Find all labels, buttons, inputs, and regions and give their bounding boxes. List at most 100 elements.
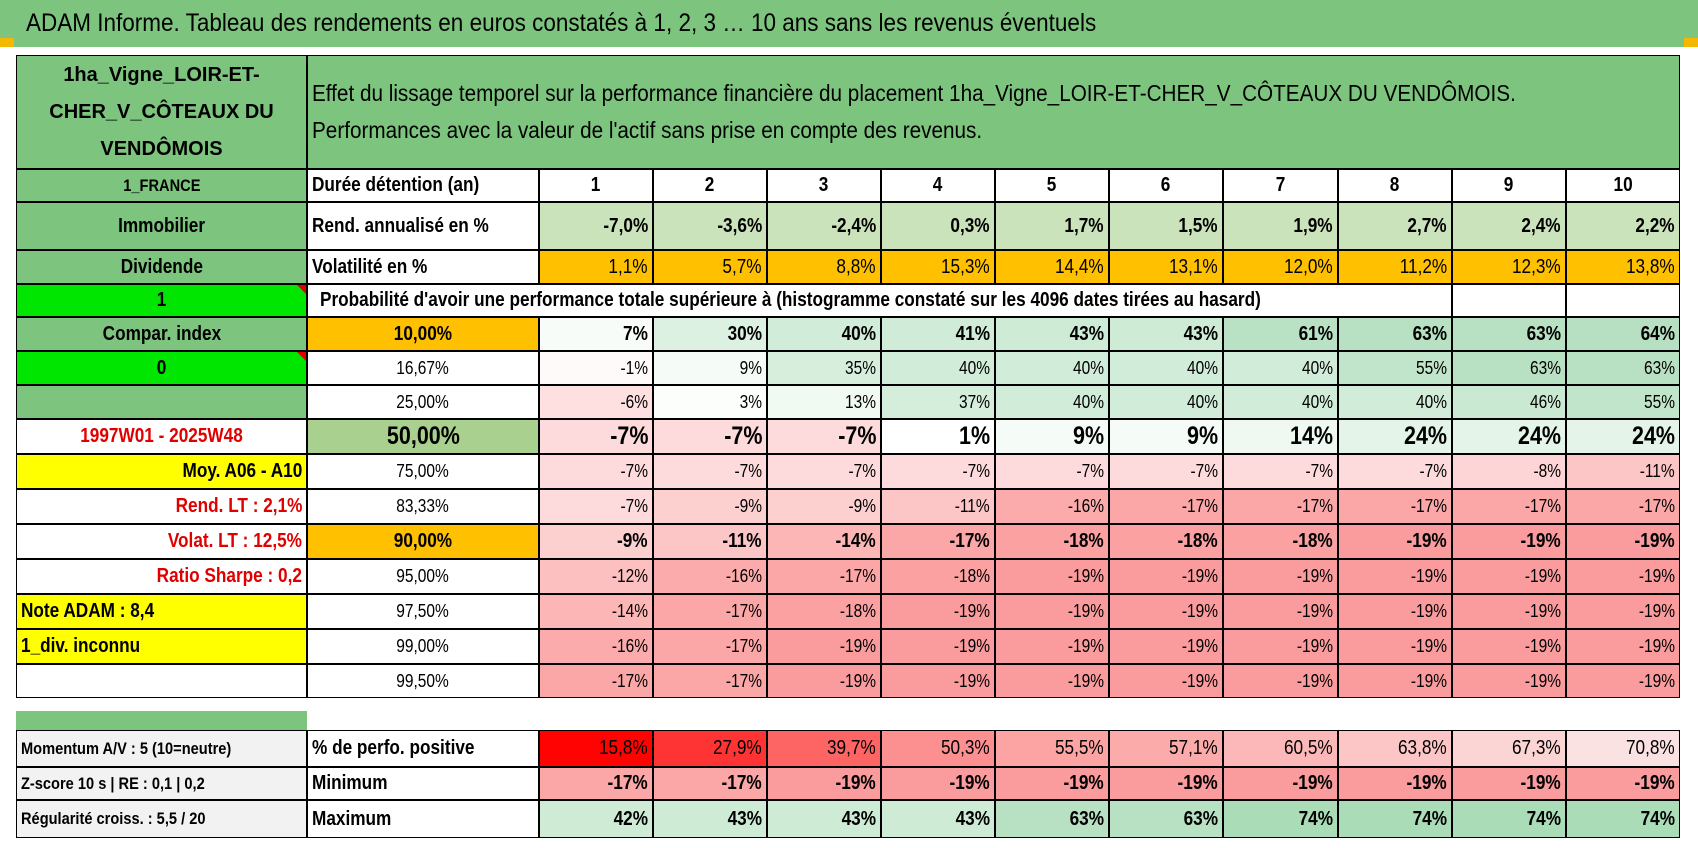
left-period: 1997W01 - 2025W48: [16, 419, 307, 454]
vol-cell: 5,7%: [653, 250, 767, 284]
prob-cell-text: -17%: [1524, 496, 1561, 516]
prob-cell-text: -17%: [949, 530, 990, 552]
vol-cell: 8,8%: [767, 250, 881, 284]
prob-cell-text: 24%: [1517, 422, 1561, 450]
threshold-label-text: 99,00%: [396, 636, 450, 656]
left-volat-lt-text: Volat. LT : 12,5%: [167, 530, 302, 552]
threshold-label: 83,33%: [307, 489, 539, 524]
left-flag-value-1: 1: [16, 284, 307, 317]
prob-cell-text: -17%: [611, 670, 648, 691]
min-label-text: Minimum: [312, 772, 388, 794]
prob-cell-text: -19%: [1410, 636, 1447, 656]
max-cell: 74%: [1223, 800, 1338, 838]
prob-cell-text: -19%: [1296, 670, 1333, 691]
threshold-label: 75,00%: [307, 454, 539, 489]
prob-cell-text: -7%: [1076, 461, 1104, 481]
prob-cell: -19%: [1338, 629, 1452, 664]
vol-cell: 1,1%: [539, 250, 653, 284]
prob-cell-text: -19%: [1638, 601, 1675, 621]
prob-cell-text: -19%: [1067, 670, 1104, 691]
prob-cell: -19%: [1223, 559, 1338, 594]
left-moyenne: Moy. A06 - A10: [16, 454, 307, 489]
durations-label-text: Durée détention (an): [312, 174, 480, 196]
prob-cell: -7%: [539, 419, 653, 454]
prob-cell: -19%: [1566, 524, 1680, 559]
prob-cell: -19%: [1109, 629, 1223, 664]
prob-cell: 1%: [881, 419, 995, 454]
prob-cell: 13%: [767, 385, 881, 419]
prob-cell: -7%: [539, 454, 653, 489]
min-cell-text: -17%: [607, 772, 648, 794]
prob-cell: 63%: [1452, 351, 1566, 385]
prob-cell: 61%: [1223, 317, 1338, 351]
positive-cell-text: 39,7%: [827, 737, 876, 759]
prob-cell: -1%: [539, 351, 653, 385]
positive-cell-text: 60,5%: [1284, 737, 1333, 759]
prob-cell: 64%: [1566, 317, 1680, 351]
frame-corner-right: [1684, 38, 1698, 47]
rend-cell: 2,4%: [1452, 202, 1566, 250]
left-compar-index: Compar. index: [16, 317, 307, 351]
prob-cell-text: -7%: [962, 461, 990, 481]
prob-empty-9: [1452, 284, 1566, 317]
prob-cell-text: 55%: [1644, 391, 1675, 412]
prob-cell-text: -19%: [1410, 601, 1447, 621]
prob-cell: 40%: [1338, 385, 1452, 419]
prob-cell-text: -19%: [1296, 636, 1333, 656]
prob-cell: -18%: [1223, 524, 1338, 559]
threshold-label: 90,00%: [307, 524, 539, 559]
threshold-label-text: 90,00%: [393, 530, 453, 552]
rend-cell-text: 1,9%: [1293, 214, 1333, 237]
prob-cell: 40%: [995, 351, 1109, 385]
positive-cell: 57,1%: [1109, 730, 1223, 767]
prob-cell-text: 40%: [1416, 391, 1447, 412]
prob-cell: -19%: [881, 594, 995, 629]
min-cell: -17%: [539, 767, 653, 800]
vol-cell-text: 12,3%: [1512, 255, 1561, 278]
prob-header: Probabilité d'avoir une performance tota…: [307, 284, 1452, 317]
prob-cell-text: -7%: [1419, 461, 1447, 481]
positive-label-text: % de perfo. positive: [312, 737, 475, 759]
prob-cell: -19%: [1566, 664, 1680, 698]
vol-cell-text: 12,0%: [1284, 255, 1333, 278]
vol-label-text: Volatilité en %: [312, 255, 428, 278]
positive-cell-text: 50,3%: [941, 737, 990, 759]
duration-header: 7: [1223, 169, 1338, 202]
prob-cell: -19%: [767, 629, 881, 664]
left-country: 1_FRANCE: [16, 169, 307, 202]
prob-cell: 40%: [1109, 351, 1223, 385]
prob-cell: -19%: [1223, 594, 1338, 629]
prob-cell: -11%: [881, 489, 995, 524]
prob-cell-text: -19%: [1638, 636, 1675, 656]
prob-cell: -16%: [539, 629, 653, 664]
rend-cell-text: 1,7%: [1064, 214, 1104, 237]
durations-label: Durée détention (an): [307, 169, 539, 202]
prob-cell: -7%: [881, 454, 995, 489]
max-cell-text: 74%: [1298, 807, 1333, 830]
prob-cell-text: -19%: [1638, 566, 1675, 586]
vol-cell: 14,4%: [995, 250, 1109, 284]
rend-cell-text: -2,4%: [831, 214, 876, 237]
prob-cell: 3%: [653, 385, 767, 419]
asset-name-cell: 1ha_Vigne_LOIR-ET-CHER_V_CÔTEAUX DU VEND…: [16, 55, 307, 169]
duration-header-text: 4: [933, 174, 943, 196]
threshold-label: 97,50%: [307, 594, 539, 629]
prob-cell: -19%: [1566, 594, 1680, 629]
prob-cell-text: 64%: [1640, 322, 1675, 345]
prob-cell: -19%: [767, 664, 881, 698]
rend-cell: 0,3%: [881, 202, 995, 250]
prob-cell: -17%: [653, 629, 767, 664]
prob-cell-text: -18%: [1177, 530, 1218, 552]
min-cell-text: -19%: [835, 772, 876, 794]
asset-name: 1ha_Vigne_LOIR-ET-CHER_V_CÔTEAUX DU VEND…: [49, 63, 274, 160]
prob-cell-text: -19%: [1067, 566, 1104, 586]
min-cell-text: -19%: [949, 772, 990, 794]
min-cell-text: -19%: [1406, 772, 1447, 794]
left-empty: [16, 385, 307, 419]
vol-cell: 11,2%: [1338, 250, 1452, 284]
prob-cell: -17%: [881, 524, 995, 559]
rend-cell: 1,9%: [1223, 202, 1338, 250]
threshold-label-text: 50,00%: [386, 422, 460, 450]
left-rend-lt: Rend. LT : 2,1%: [16, 489, 307, 524]
threshold-label-text: 25,00%: [396, 391, 450, 412]
